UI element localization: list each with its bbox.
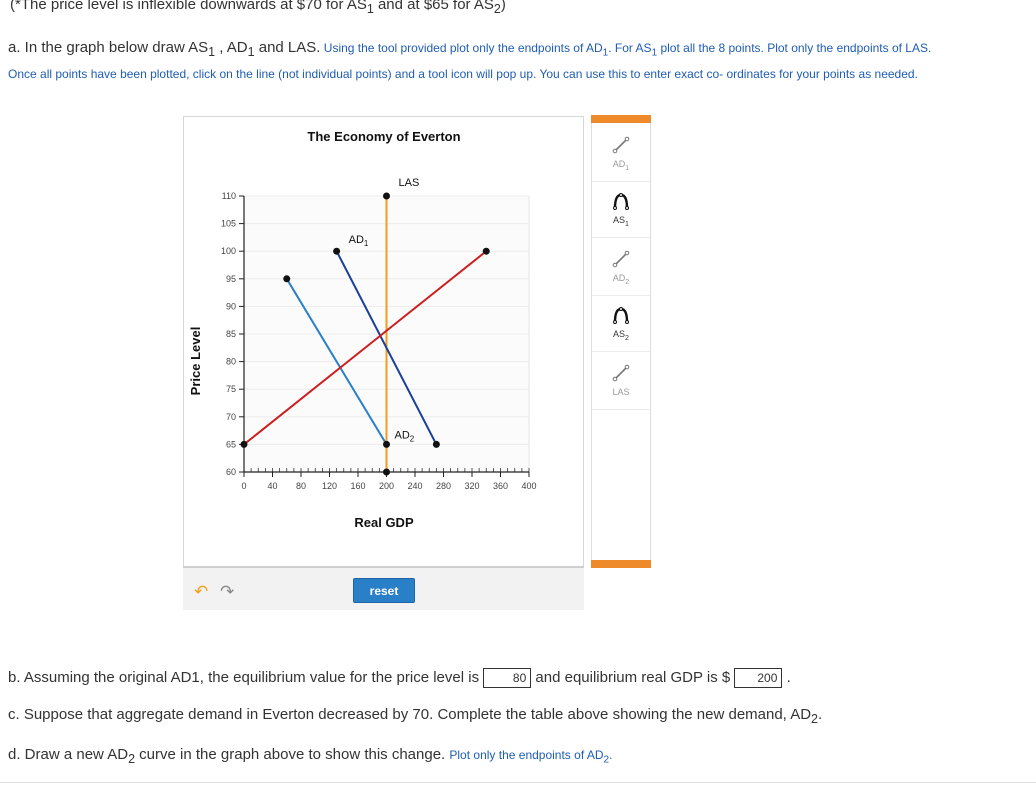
series-as1-line[interactable] <box>243 250 487 446</box>
series-las-point[interactable] <box>383 468 390 476</box>
price-level-answer-field[interactable]: 80 <box>483 668 532 688</box>
tool-label: AD2 <box>612 273 630 286</box>
series-as1-point[interactable] <box>240 440 248 448</box>
x-tick-label: 200 <box>379 481 394 491</box>
tool-las[interactable]: LAS <box>592 354 650 410</box>
series-ad1-point[interactable] <box>432 440 440 448</box>
curve-labels: LAS AD1 AD2 <box>349 177 420 443</box>
reset-button[interactable]: reset <box>353 578 415 603</box>
series-las-point[interactable] <box>383 192 390 200</box>
tool-label: LAS <box>612 387 630 397</box>
line-tool-icon <box>612 364 630 382</box>
y-tick-label: 80 <box>226 357 236 367</box>
x-tick-label: 360 <box>493 481 508 491</box>
y-tick-label: 100 <box>221 246 236 256</box>
undo-button[interactable]: ↶ <box>194 582 209 601</box>
price-level-note: (*The price level is inflexible downward… <box>10 0 506 16</box>
question-c: c. Suppose that aggregate demand in Ever… <box>8 706 823 726</box>
curve-tool-icon <box>613 307 629 324</box>
question-d: d. Draw a new AD2 curve in the graph abo… <box>8 746 613 766</box>
x-tick-label: 80 <box>296 481 306 491</box>
line-tool-icon <box>612 250 630 268</box>
tool-as1[interactable]: AS1 <box>592 182 650 238</box>
series-as1-point[interactable] <box>482 247 490 255</box>
palette-scroll-up[interactable] <box>591 115 651 123</box>
tool-ad2[interactable]: AD2 <box>592 240 650 296</box>
x-axis-label: Real GDP <box>354 515 414 530</box>
x-tick-label: 120 <box>322 481 337 491</box>
y-tick-label: 60 <box>226 467 236 477</box>
y-axis-label: Price Level <box>188 327 203 396</box>
economy-chart[interactable]: The Economy of Everton Real GDP Price Le… <box>183 116 584 566</box>
line-tool-icon <box>612 136 630 154</box>
y-tick-label: 110 <box>222 191 236 201</box>
x-tick-label: 280 <box>436 481 451 491</box>
y-tick-label: 70 <box>226 412 236 422</box>
curve-tool-icon <box>613 193 629 210</box>
axes: 60 65 70 75 80 85 90 95 100 105 110 0 40 80 120 160 200 2… <box>221 191 537 491</box>
ad1-label: AD1 <box>349 234 369 248</box>
series-ad2-point[interactable] <box>383 440 390 448</box>
palette-scroll-down[interactable] <box>591 560 651 568</box>
tool-label: AS1 <box>613 215 629 228</box>
x-tick-label: 400 <box>521 481 536 491</box>
y-tick-label: 65 <box>226 439 236 449</box>
y-tick-label: 95 <box>226 274 236 284</box>
part-a-instructions: a. In the graph below draw AS1 , AD1 and… <box>8 39 932 82</box>
tool-ad1[interactable]: AD1 <box>592 126 650 182</box>
series-ad1-line[interactable] <box>335 250 438 445</box>
real-gdp-answer-field[interactable]: 200 <box>734 668 783 688</box>
series-ad1-point[interactable] <box>333 247 341 255</box>
redo-button[interactable]: ↷ <box>220 582 235 601</box>
series-ad2-point[interactable] <box>283 275 291 283</box>
tool-as2[interactable]: AS2 <box>592 296 650 352</box>
series-layer[interactable] <box>240 192 490 476</box>
tool-label: AD1 <box>612 159 630 172</box>
y-tick-label: 75 <box>226 384 236 394</box>
tool-palette <box>591 115 651 568</box>
x-tick-label: 40 <box>267 481 277 491</box>
y-tick-label: 105 <box>221 219 236 229</box>
chart-title: The Economy of Everton <box>307 129 460 144</box>
series-ad2-line[interactable] <box>285 278 388 445</box>
x-tick-label: 0 <box>241 481 246 491</box>
divider <box>0 782 1036 783</box>
tool-label: AS2 <box>613 329 629 342</box>
x-tick-label: 240 <box>407 481 422 491</box>
x-tick-label: 160 <box>350 481 365 491</box>
las-label: LAS <box>399 177 420 189</box>
y-tick-label: 85 <box>226 329 236 339</box>
x-tick-label: 320 <box>464 481 479 491</box>
y-tick-label: 90 <box>226 301 236 311</box>
ad2-label: AD2 <box>395 429 415 443</box>
question-b: b. Assuming the original AD1, the equili… <box>8 668 791 688</box>
